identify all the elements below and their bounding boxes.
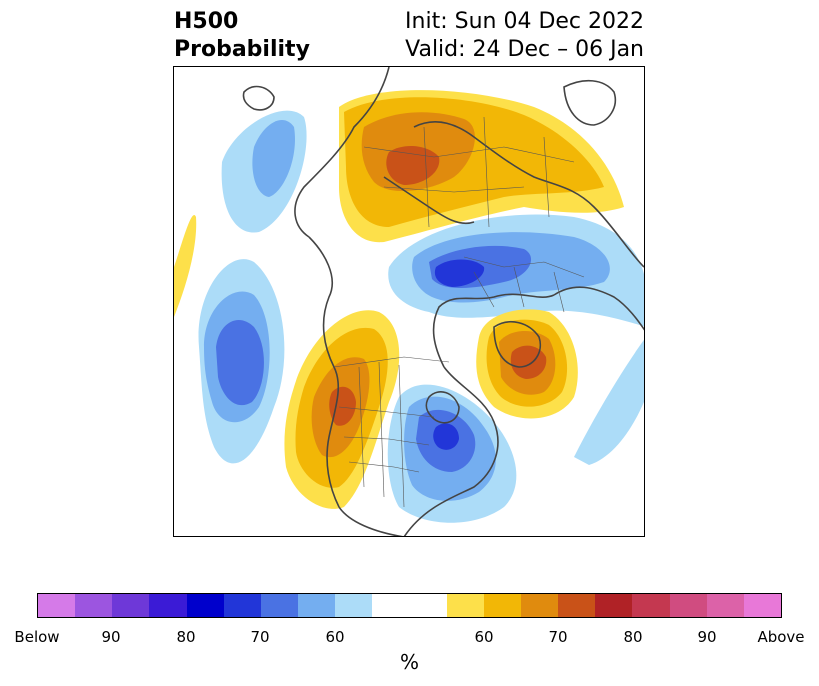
colorbar-above-3 xyxy=(483,594,522,617)
colorbar-tick-label: 60 xyxy=(325,628,345,646)
colorbar-above-8 xyxy=(669,594,707,617)
colorbar-tick-label: Above xyxy=(757,628,805,646)
colorbar-below-4 xyxy=(260,594,299,617)
below-region-arctic xyxy=(388,214,644,327)
colorbar-below-10 xyxy=(38,594,76,617)
forecast-dates: Init: Sun 04 Dec 2022 Valid: 24 Dec – 06… xyxy=(405,8,644,64)
colorbar-below-8 xyxy=(112,594,150,617)
colorbar-tick-label: 70 xyxy=(250,628,270,646)
above-region-siberia xyxy=(339,90,624,243)
below-region-pacific xyxy=(198,259,285,464)
valid-period: Valid: 24 Dec – 06 Jan xyxy=(405,37,644,62)
colorbar-below-9 xyxy=(75,594,113,617)
below-region-eastern-na xyxy=(387,384,517,523)
colorbar-unit: % xyxy=(399,650,419,674)
colorbar-tick-label: 80 xyxy=(623,628,643,646)
colorbar xyxy=(37,593,782,618)
colorbar-tick-label: 70 xyxy=(548,628,568,646)
colorbar-tick-label: 80 xyxy=(176,628,196,646)
colorbar-above-5 xyxy=(558,594,596,617)
above-region-atlantic xyxy=(476,309,578,419)
colorbar-above-10 xyxy=(743,594,782,617)
colorbar-neutral xyxy=(372,594,447,617)
colorbar-below-3 xyxy=(298,594,336,617)
political-borders xyxy=(333,116,585,508)
colorbar-below-5 xyxy=(223,594,261,617)
title-product: Probability xyxy=(174,37,310,62)
probability-shading xyxy=(174,90,644,523)
colorbar-above-2 xyxy=(446,594,484,617)
colorbar-tick-label: 90 xyxy=(101,628,121,646)
colorbar-above-4 xyxy=(521,594,559,617)
map-svg xyxy=(174,67,644,536)
chart-title: H500 Probability xyxy=(174,8,310,64)
above-region-west-edge xyxy=(174,215,197,317)
below-region-east-atlantic xyxy=(574,339,644,465)
colorbar-above-9 xyxy=(706,594,744,617)
colorbar-below-7 xyxy=(149,594,187,617)
colorbar-above-6 xyxy=(595,594,633,617)
colorbar-below-6 xyxy=(186,594,224,617)
init-date: Init: Sun 04 Dec 2022 xyxy=(405,9,644,34)
probability-map xyxy=(173,66,645,537)
below-region-greenland xyxy=(221,110,307,233)
colorbar-above-7 xyxy=(632,594,670,617)
colorbar-tick-label: Below xyxy=(14,628,60,646)
colorbar-below-2 xyxy=(335,594,373,617)
colorbar-tick-label: 60 xyxy=(474,628,494,646)
title-variable: H500 xyxy=(174,9,239,34)
colorbar-tick-label: 90 xyxy=(697,628,717,646)
coastlines xyxy=(242,67,644,536)
above-region-western-na xyxy=(284,310,400,509)
